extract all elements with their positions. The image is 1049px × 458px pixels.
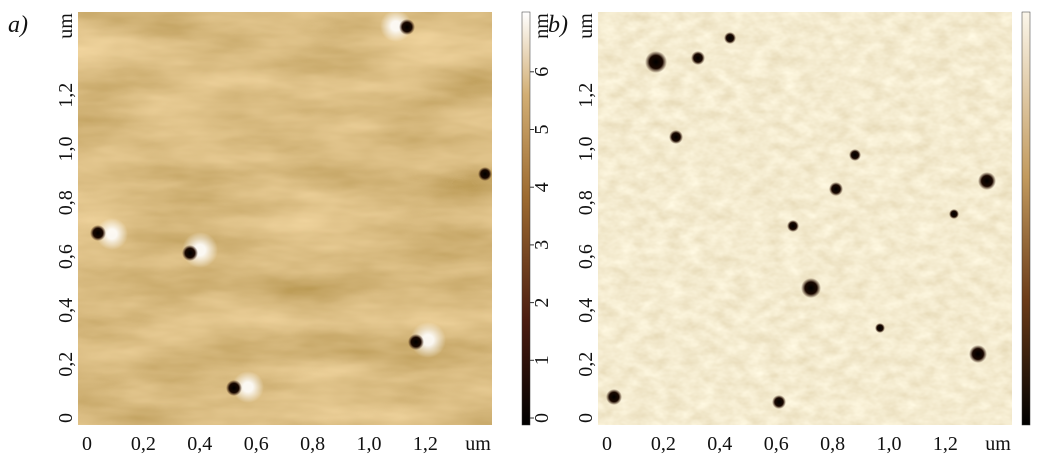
y-unit: um	[575, 13, 597, 39]
y-tick-label: 1,0	[55, 137, 77, 162]
panel-label: a)	[8, 12, 28, 38]
x-tick-label: 0,6	[764, 433, 789, 455]
colorbar-tick-label: 1	[531, 355, 553, 365]
colorbar-tick-label: 0	[531, 413, 553, 423]
colorbar-unit: nm	[531, 13, 553, 39]
y-tick-label: 0	[575, 413, 597, 423]
x-tick-label: 0	[82, 433, 92, 455]
y-tick-label: 0,8	[575, 190, 597, 215]
x-tick-label: 0,2	[651, 433, 676, 455]
x-tick-label: 0,2	[131, 433, 156, 455]
x-tick-label: 0	[602, 433, 612, 455]
afm-image	[598, 12, 1012, 425]
afm-image	[78, 12, 492, 425]
x-tick-label: 1,0	[877, 433, 902, 455]
y-tick-label: 0,6	[575, 244, 597, 269]
x-unit: um	[985, 433, 1011, 455]
colorbar	[1021, 11, 1031, 426]
x-tick-label: 0,4	[707, 433, 732, 455]
y-tick-label: 0,2	[575, 352, 597, 377]
x-tick-label: 1,2	[413, 433, 438, 455]
colorbar-tick-label: 4	[531, 182, 553, 192]
colorbar-tick-label: 6	[531, 67, 553, 77]
y-tick-label: 0	[55, 413, 77, 423]
y-tick-label: 1,0	[575, 137, 597, 162]
panel-label: b)	[548, 12, 568, 38]
colorbar-tick-label: 2	[531, 298, 553, 308]
x-tick-label: 0,4	[187, 433, 212, 455]
y-unit: um	[55, 13, 77, 39]
x-tick-label: 0,6	[244, 433, 269, 455]
x-unit: um	[465, 433, 491, 455]
y-tick-label: 0,8	[55, 190, 77, 215]
colorbar	[521, 11, 531, 426]
x-tick-label: 0,8	[820, 433, 845, 455]
x-tick-label: 1,0	[357, 433, 382, 455]
y-tick-label: 0,6	[55, 244, 77, 269]
x-tick-label: 0,8	[300, 433, 325, 455]
y-tick-label: 1,2	[55, 83, 77, 108]
y-tick-label: 0,4	[55, 298, 77, 323]
colorbar-tick-label: 3	[531, 240, 553, 250]
features	[90, 10, 996, 409]
x-tick-label: 1,2	[933, 433, 958, 455]
y-tick-label: 1,2	[575, 83, 597, 108]
y-tick-label: 0,2	[55, 352, 77, 377]
colorbar-tick-label: 5	[531, 125, 553, 135]
y-tick-label: 0,4	[575, 298, 597, 323]
